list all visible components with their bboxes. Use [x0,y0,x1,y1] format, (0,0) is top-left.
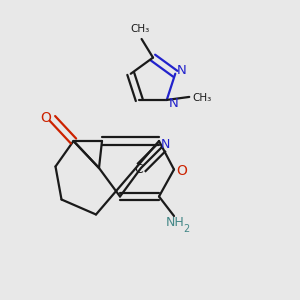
Text: 2: 2 [183,224,189,234]
Text: O: O [40,111,51,124]
Text: N: N [161,138,171,151]
Text: N: N [177,64,187,77]
Text: CH₃: CH₃ [192,92,212,103]
Text: N: N [169,97,178,110]
Text: CH₃: CH₃ [130,24,150,34]
Text: NH: NH [166,215,185,229]
Text: C: C [134,163,143,176]
Text: O: O [176,164,187,178]
